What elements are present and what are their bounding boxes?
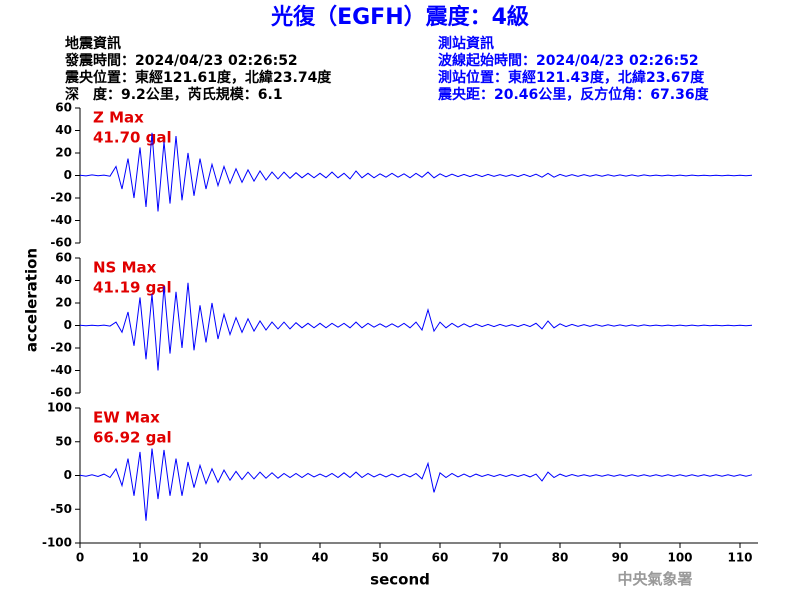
- y-axis-label: acceleration: [23, 248, 41, 352]
- x-tick-label: 80: [552, 551, 569, 565]
- x-tick-label: 70: [492, 551, 509, 565]
- y-tick-label: -40: [50, 213, 72, 227]
- x-tick-label: 0: [76, 551, 84, 565]
- y-tick-label: -50: [50, 502, 72, 516]
- info-line: 震央距：20.46公里，反方位角：67.36度: [437, 86, 710, 103]
- x-axis-label: second: [370, 571, 430, 589]
- y-tick-label: 0: [64, 168, 72, 182]
- annotation: 66.92 gal: [93, 429, 172, 447]
- info-line: 波線起始時間：2024/04/23 02:26:52: [438, 52, 699, 69]
- annotation: Z Max: [93, 109, 144, 127]
- waveform: [79, 448, 753, 521]
- annotation: EW Max: [93, 409, 160, 427]
- waveform: [79, 132, 753, 212]
- y-tick-label: 50: [55, 434, 72, 448]
- x-tick-label: 40: [312, 551, 329, 565]
- y-tick-label: 40: [55, 273, 72, 287]
- y-tick-label: -20: [50, 341, 72, 355]
- info-line: 深 度：9.2公里，芮氏規模：6.1: [65, 86, 283, 103]
- info-line: 地震資訊: [65, 35, 121, 52]
- y-tick-label: 40: [55, 123, 72, 137]
- y-tick-label: -100: [42, 536, 72, 550]
- y-tick-label: 100: [47, 401, 72, 415]
- y-tick-label: -60: [50, 386, 72, 400]
- info-line: 測站資訊: [438, 35, 494, 52]
- y-tick-label: -40: [50, 363, 72, 377]
- annotation: NS Max: [93, 259, 157, 277]
- annotation: 41.70 gal: [93, 129, 172, 147]
- info-line: 發震時間：2024/04/23 02:26:52: [64, 52, 298, 69]
- y-tick-label: 20: [55, 146, 72, 160]
- info-line: 測站位置：東經121.43度，北緯23.67度: [438, 69, 705, 86]
- waveform: [79, 282, 753, 371]
- title: 光復（EGFH）震度：4級: [270, 4, 529, 30]
- y-tick-label: 60: [55, 101, 72, 115]
- x-tick-label: 90: [612, 551, 629, 565]
- y-tick-label: -60: [50, 236, 72, 250]
- annotation: 41.19 gal: [93, 279, 172, 297]
- x-tick-label: 20: [192, 551, 209, 565]
- info-line: 震央位置：東經121.61度，北緯23.74度: [64, 69, 332, 86]
- x-tick-label: 60: [432, 551, 449, 565]
- watermark: 中央氣象署: [617, 570, 692, 588]
- y-tick-label: 20: [55, 296, 72, 310]
- x-tick-label: 110: [727, 551, 752, 565]
- y-tick-label: 0: [64, 318, 72, 332]
- x-tick-label: 30: [252, 551, 269, 565]
- y-tick-label: 0: [64, 468, 72, 482]
- y-tick-label: 60: [55, 251, 72, 265]
- x-tick-label: 50: [372, 551, 389, 565]
- y-tick-label: -20: [50, 191, 72, 205]
- x-tick-label: 10: [132, 551, 149, 565]
- x-tick-label: 100: [667, 551, 692, 565]
